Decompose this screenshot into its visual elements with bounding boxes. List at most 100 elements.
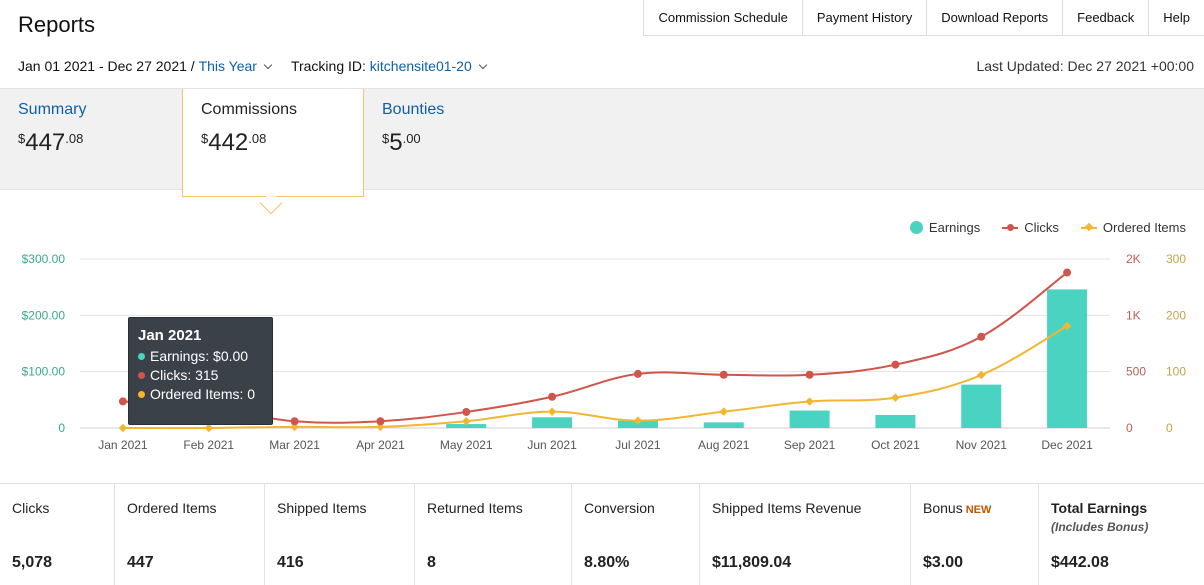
y-right-outer-tick-label: 500 xyxy=(1126,365,1146,379)
x-tick-label: Nov 2021 xyxy=(956,438,1008,452)
period-dropdown[interactable]: This Year xyxy=(198,58,257,74)
stat-value: 8 xyxy=(427,554,436,571)
stat-label: Returned Items xyxy=(427,500,523,516)
ordered-items-point xyxy=(891,393,900,402)
stat-returned-items: Returned Items 8 xyxy=(415,484,572,585)
amount-whole: 447 xyxy=(25,129,66,156)
x-tick-label: Dec 2021 xyxy=(1041,438,1093,452)
top-nav: Commission Schedule Payment History Down… xyxy=(643,0,1204,36)
clicks-point xyxy=(805,370,814,379)
legend-clicks[interactable]: Clicks xyxy=(1002,220,1059,235)
stat-total-earnings: Total Earnings (Includes Bonus) $442.08 xyxy=(1039,484,1204,585)
y-left-tick-label: $200.00 xyxy=(22,308,66,322)
commission-schedule-button[interactable]: Commission Schedule xyxy=(644,0,803,36)
stat-label: Bonus NEW xyxy=(923,500,1026,516)
amount-cents: .08 xyxy=(248,131,267,146)
tab-summary[interactable]: Summary $447.08 xyxy=(0,89,182,191)
clicks-point xyxy=(376,417,385,426)
chevron-down-icon[interactable] xyxy=(478,60,487,69)
bonus-label: Bonus xyxy=(923,500,963,516)
stat-clicks: Clicks 5,078 xyxy=(0,484,115,585)
y-right-inner-tick-label: 100 xyxy=(1166,365,1186,379)
ordered-items-point xyxy=(1062,321,1072,331)
ordered-items-point xyxy=(376,422,385,432)
earnings-bar xyxy=(961,384,1002,428)
stat-value: $442.08 xyxy=(1051,554,1109,571)
stats-bar: Clicks 5,078 Ordered Items 447 Shipped I… xyxy=(0,483,1204,585)
tooltip-clicks: Clicks: 315 xyxy=(138,367,263,383)
date-range: Jan 01 2021 - Dec 27 2021 / xyxy=(18,58,195,74)
stat-conversion: Conversion 8.80% xyxy=(572,484,700,585)
x-tick-label: Oct 2021 xyxy=(871,438,920,452)
x-tick-label: Sep 2021 xyxy=(784,438,836,452)
summary-amount: $447.08 xyxy=(18,129,164,157)
x-tick-label: Jun 2021 xyxy=(527,438,577,452)
legend-ordered-items[interactable]: Ordered Items xyxy=(1080,220,1186,235)
legend-earnings-label: Earnings xyxy=(928,220,981,235)
stat-label: Ordered Items xyxy=(127,500,217,516)
chevron-down-icon[interactable] xyxy=(263,60,273,69)
y-left-tick-label: 0 xyxy=(58,421,65,435)
currency-symbol: $ xyxy=(382,131,390,146)
stat-bonus: Bonus NEW $3.00 xyxy=(911,484,1039,585)
earnings-bar xyxy=(446,424,487,428)
legend-ordered-items-label: Ordered Items xyxy=(1102,220,1186,235)
earnings-bar xyxy=(703,422,744,428)
amount-cents: .00 xyxy=(402,131,421,146)
tab-commissions-label[interactable]: Commissions xyxy=(201,101,298,118)
ordered-items-point xyxy=(719,407,728,416)
stat-label: Shipped Items xyxy=(277,500,367,516)
clicks-point xyxy=(891,360,900,369)
clicks-line xyxy=(122,271,1068,424)
earnings-bar xyxy=(789,410,830,428)
x-tick-label: Jan 2021 xyxy=(98,438,148,452)
amount-whole: 5 xyxy=(389,129,403,156)
tab-commissions[interactable]: Commissions $442.08 xyxy=(182,89,364,197)
clicks-point xyxy=(118,397,127,406)
tooltip-ordered-text: Ordered Items: 0 xyxy=(150,386,256,402)
clicks-point xyxy=(1063,268,1072,277)
payment-history-button[interactable]: Payment History xyxy=(803,0,928,36)
tabs-bar: Summary $447.08 Commissions $442.08 Boun… xyxy=(0,88,1204,197)
earnings-chart[interactable]: $300.00 $200.00 $100.00 0 2K 1K 500 0 300 200 100 0… xyxy=(0,240,1204,460)
clicks-point xyxy=(290,417,299,426)
clicks-point xyxy=(719,370,728,379)
tooltip-ordered: Ordered Items: 0 xyxy=(138,386,263,402)
earnings-bar xyxy=(532,417,573,428)
tab-summary-label[interactable]: Summary xyxy=(18,101,87,118)
x-tick-label: Jul 2021 xyxy=(615,438,661,452)
clicks-point xyxy=(977,332,986,341)
tab-bounties[interactable]: Bounties $5.00 xyxy=(364,89,546,191)
help-button[interactable]: Help xyxy=(1163,10,1190,25)
feedback-button[interactable]: Feedback xyxy=(1063,0,1150,36)
chart-tooltip: Jan 2021 Earnings: $0.00 Clicks: 315 Ord… xyxy=(128,317,273,425)
y-right-outer-tick-label: 1K xyxy=(1126,308,1141,322)
stat-label: Shipped Items Revenue xyxy=(712,500,862,516)
ordered-items-point xyxy=(977,370,986,380)
earnings-dot-icon xyxy=(138,352,145,360)
download-reports-button[interactable]: Download Reports xyxy=(927,0,1064,36)
stat-label: Total Earnings xyxy=(1051,500,1148,516)
clicks-point xyxy=(633,369,642,378)
tooltip-earnings-text: Earnings: $0.00 xyxy=(150,348,249,364)
x-tick-label: May 2021 xyxy=(440,438,493,452)
y-right-outer-tick-label: 2K xyxy=(1126,252,1141,266)
y-right-inner-tick-label: 0 xyxy=(1166,421,1173,435)
ordered-items-point xyxy=(805,397,814,406)
clicks-point xyxy=(548,392,557,401)
legend-earnings[interactable]: Earnings xyxy=(909,220,981,235)
x-tick-label: Feb 2021 xyxy=(183,438,234,452)
last-updated: Last Updated: Dec 27 2021 +00:00 xyxy=(976,58,1194,74)
commissions-amount: $442.08 xyxy=(201,129,345,157)
stat-sub-label: (Includes Bonus) xyxy=(1051,520,1149,534)
clicks-swatch xyxy=(1002,223,1019,231)
stat-value: $3.00 xyxy=(923,554,964,571)
stat-label: Conversion xyxy=(584,500,655,516)
ordered-items-point xyxy=(633,416,643,425)
tab-bounties-label[interactable]: Bounties xyxy=(382,101,445,118)
y-right-outer-tick-label: 0 xyxy=(1126,421,1133,435)
x-tick-label: Aug 2021 xyxy=(698,438,750,452)
y-left-tick-label: $100.00 xyxy=(22,365,66,379)
bounties-amount: $5.00 xyxy=(382,129,528,157)
tracking-id-dropdown[interactable]: kitchensite01-20 xyxy=(369,58,472,74)
